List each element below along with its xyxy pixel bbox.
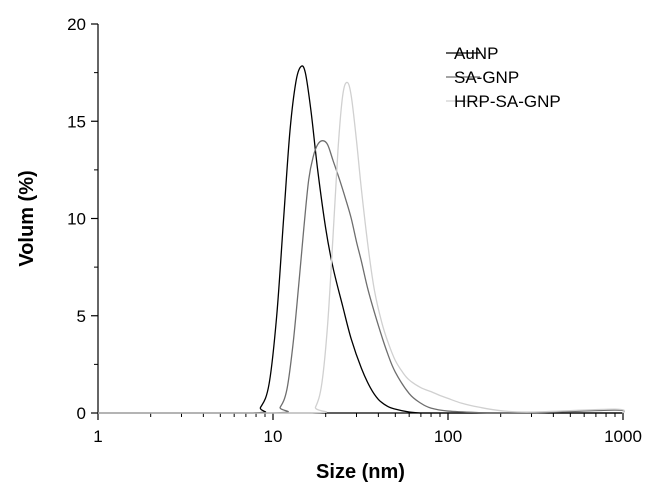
y-axis-ticks: 0 5 10 15 20	[67, 15, 98, 423]
x-axis-ticks: 1 10 100 1000	[93, 413, 642, 446]
y-tick-label: 15	[67, 112, 86, 131]
series-line-hrp-sa-gnp	[97, 81, 625, 414]
legend-label: SA-GNP	[454, 68, 519, 87]
x-tick-label: 1	[93, 427, 102, 446]
x-axis-title: Size (nm)	[316, 461, 405, 483]
legend-label: HRP-SA-GNP	[454, 92, 561, 111]
series-line-sa-gnp	[97, 140, 625, 414]
legend-label: AuNP	[454, 44, 498, 63]
x-tick-label: 1000	[604, 427, 642, 446]
legend-item: AuNP	[446, 44, 498, 63]
y-tick-label: 20	[67, 15, 86, 34]
x-tick-label: 10	[264, 427, 283, 446]
y-tick-label: 10	[67, 210, 86, 229]
series-line-aunp	[97, 65, 623, 414]
y-axis-title: Volum (%)	[16, 170, 38, 266]
y-tick-label: 5	[77, 307, 86, 326]
x-tick-label: 100	[434, 427, 462, 446]
plot-area: 0 5 10 15 20 1 10 100 1000	[67, 15, 642, 446]
legend: AuNP SA-GNP HRP-SA-GNP	[446, 44, 561, 111]
legend-item: HRP-SA-GNP	[446, 92, 561, 111]
series-lines	[97, 65, 625, 414]
y-tick-label: 0	[77, 404, 86, 423]
legend-item: SA-GNP	[446, 68, 519, 87]
